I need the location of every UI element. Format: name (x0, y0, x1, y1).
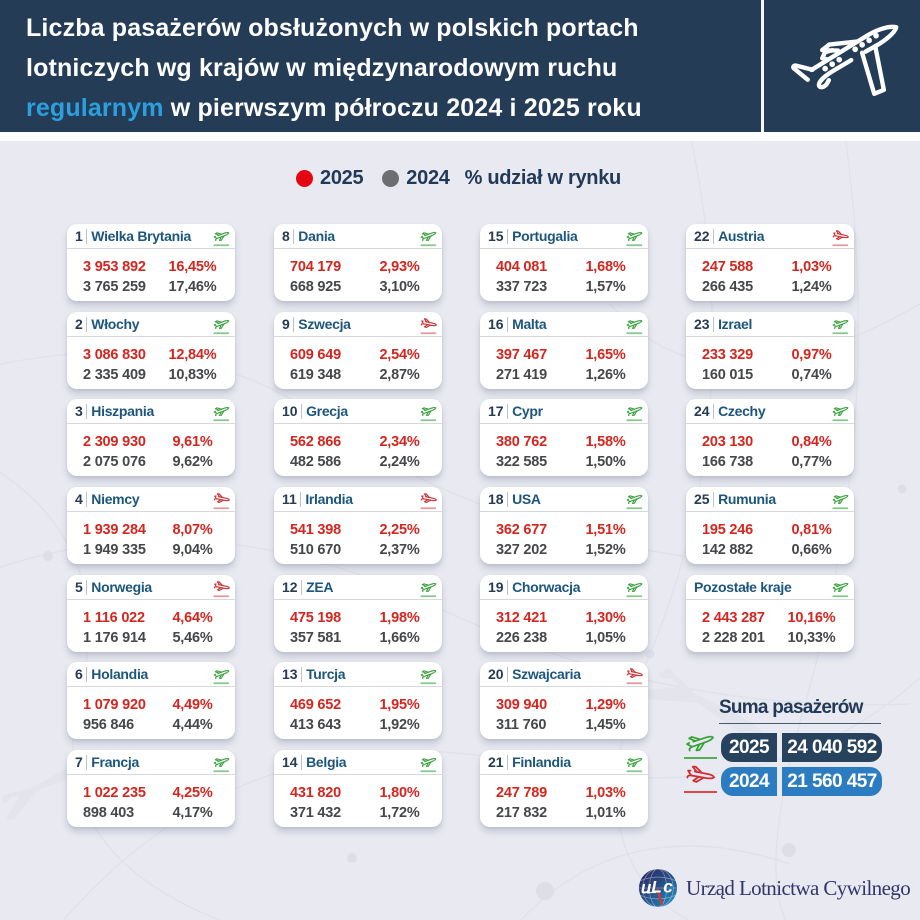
svg-text:L: L (651, 877, 661, 897)
svg-text:u: u (641, 878, 652, 898)
svg-text:c: c (663, 876, 673, 896)
